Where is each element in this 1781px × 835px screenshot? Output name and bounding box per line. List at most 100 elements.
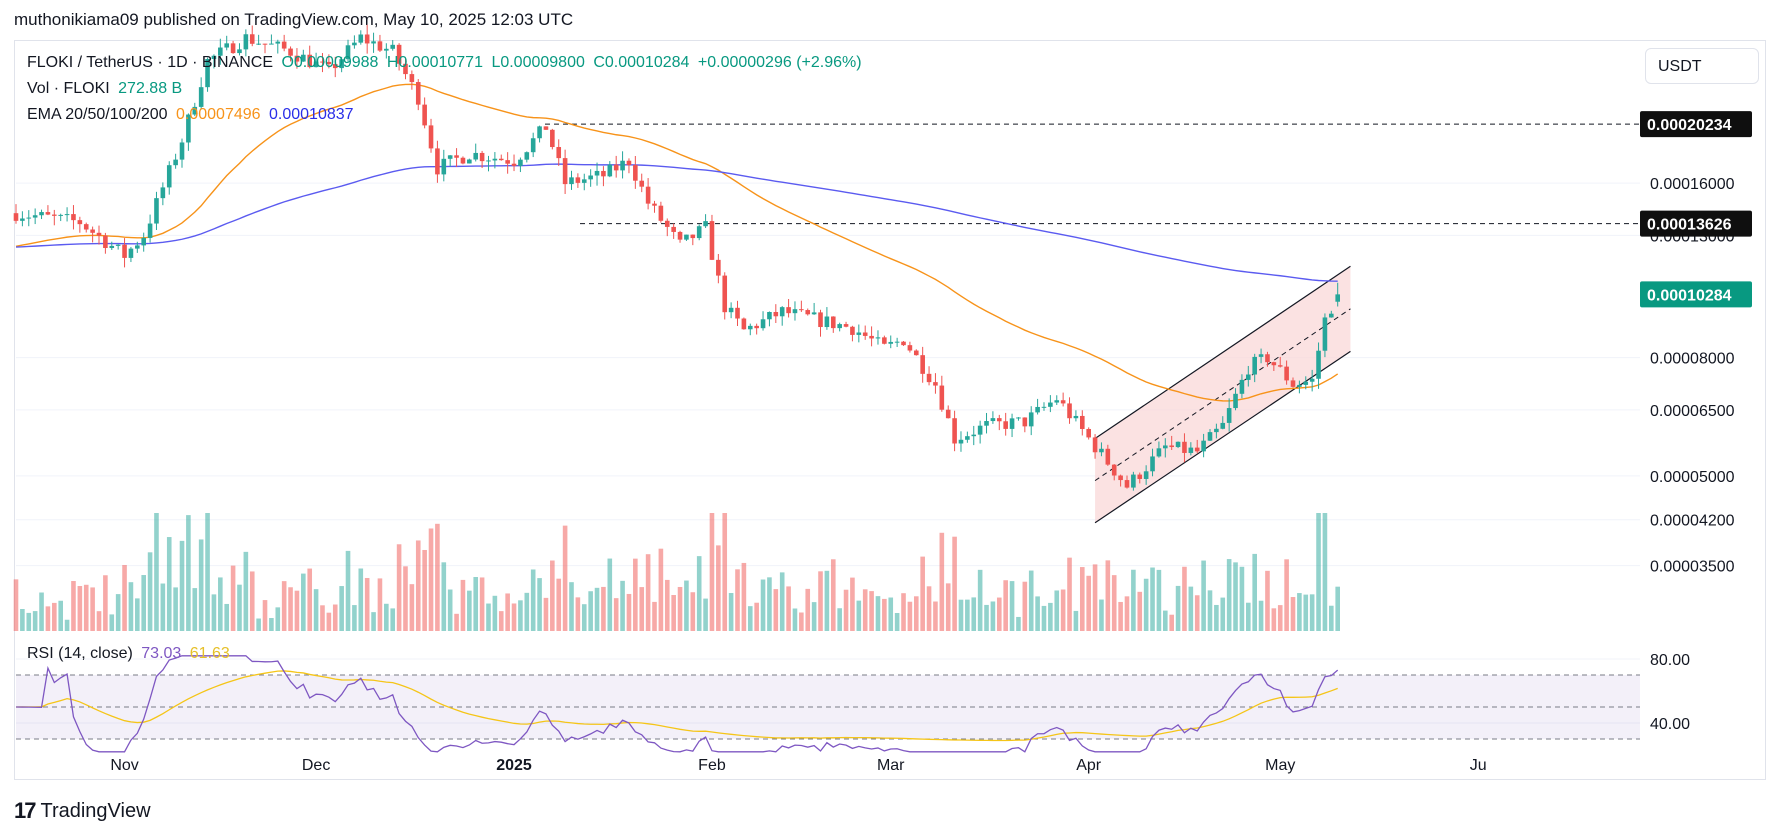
volume-bar — [882, 598, 887, 631]
volume-bar — [307, 568, 313, 631]
candle-body — [1220, 422, 1226, 429]
candle-body — [939, 385, 945, 410]
volume-bar — [537, 578, 542, 631]
volume-bar — [837, 608, 842, 631]
candle-body — [658, 205, 664, 221]
candle-body — [26, 217, 32, 219]
volume-bar — [1284, 559, 1289, 631]
candle-body — [830, 316, 836, 329]
candle-body — [294, 55, 300, 62]
price-label: 0.00013626 — [1647, 217, 1732, 234]
candle-body — [575, 177, 581, 183]
volume-bar — [984, 604, 989, 631]
volume-bar — [1150, 567, 1155, 631]
rsi-legend: RSI (14, close) 73.03 61.63 — [27, 645, 234, 663]
volume-bar — [945, 583, 951, 631]
candle-body — [32, 215, 38, 218]
candle-body — [747, 325, 753, 330]
volume-bar — [518, 600, 523, 631]
volume-bar — [1277, 605, 1283, 631]
candle-body — [926, 373, 932, 383]
candle-body — [1054, 400, 1060, 403]
candle-body — [1105, 448, 1111, 465]
volume-bar — [633, 558, 638, 631]
volume-bar — [211, 594, 217, 631]
candle-body — [281, 41, 287, 49]
ema-legend: EMA 20/50/100/200 0.00007496 0.00010837 — [27, 106, 358, 124]
candle-body — [1111, 464, 1117, 476]
volume-bar — [1214, 604, 1219, 631]
volume-bar — [792, 608, 798, 631]
candle-body — [524, 152, 530, 160]
price-label: 0.00010284 — [1647, 287, 1732, 304]
price-label-box — [1640, 281, 1752, 308]
candle-body — [1124, 480, 1130, 488]
currency-button[interactable]: USDT — [1645, 48, 1759, 84]
candle-body — [716, 259, 721, 276]
candle-body — [422, 104, 427, 126]
candle-body — [958, 439, 964, 444]
candle-body — [103, 235, 108, 249]
volume-bar — [1329, 605, 1334, 631]
candle-body — [160, 187, 166, 199]
volume-bar — [249, 571, 255, 631]
volume-bar — [339, 586, 344, 631]
candle-body — [945, 409, 951, 419]
candle-body — [792, 309, 798, 314]
x-tick-label: Ju — [1470, 757, 1487, 774]
candle-body — [843, 324, 849, 327]
volume-bar — [135, 598, 140, 631]
volume-bar — [1252, 553, 1257, 631]
candle-body — [256, 43, 261, 45]
candle-body — [1214, 428, 1219, 433]
volume-bar — [371, 612, 376, 631]
volume-bar — [1035, 596, 1040, 631]
volume-bar — [786, 586, 791, 631]
candle-body — [230, 43, 236, 54]
volume-bar — [115, 594, 121, 631]
x-tick-label: Mar — [877, 757, 905, 774]
candle-body — [345, 45, 351, 60]
candle-body — [1309, 378, 1315, 382]
volume-bar — [799, 612, 804, 631]
ema-label[interactable]: EMA 20/50/100/200 — [27, 106, 168, 123]
volume-bar — [728, 593, 734, 631]
rsi-label[interactable]: RSI (14, close) — [27, 645, 133, 662]
candle-body — [837, 324, 842, 329]
candle-body — [52, 214, 57, 216]
candle-body — [1322, 317, 1328, 351]
candle-body — [696, 226, 702, 239]
volume-bar — [543, 597, 549, 631]
candle-body — [173, 159, 178, 166]
candle-body — [186, 114, 191, 143]
candle-body — [403, 63, 408, 75]
symbol-label[interactable]: FLOKI / TetherUS · 1D · BINANCE — [27, 54, 273, 71]
volume-bar — [767, 577, 772, 631]
candle-body — [275, 41, 281, 44]
candle-body — [224, 43, 230, 48]
candle-body — [907, 345, 913, 351]
volume-bar — [1188, 586, 1194, 631]
volume-bar — [550, 560, 555, 631]
volume-bar — [243, 551, 249, 631]
candle-body — [728, 307, 734, 313]
volume-bar — [1226, 559, 1232, 631]
candle-body — [505, 160, 510, 164]
candle-body — [818, 312, 823, 328]
candle-body — [639, 180, 645, 187]
candle-body — [1079, 415, 1085, 429]
volume-bar — [454, 613, 459, 631]
price-label: 0.00020234 — [1647, 117, 1732, 134]
volume-bar — [754, 602, 759, 631]
candle-body — [811, 312, 817, 315]
volume-bar — [479, 577, 485, 631]
volume-bar — [850, 577, 855, 631]
volume-bar — [971, 597, 977, 631]
volume-bar — [1322, 513, 1328, 631]
candle-body — [1194, 447, 1200, 452]
footer-brand[interactable]: 17 TradingView — [14, 798, 151, 824]
candle-body — [984, 421, 989, 426]
brand-name: TradingView — [40, 799, 151, 822]
volume-label[interactable]: Vol · FLOKI — [27, 80, 110, 97]
